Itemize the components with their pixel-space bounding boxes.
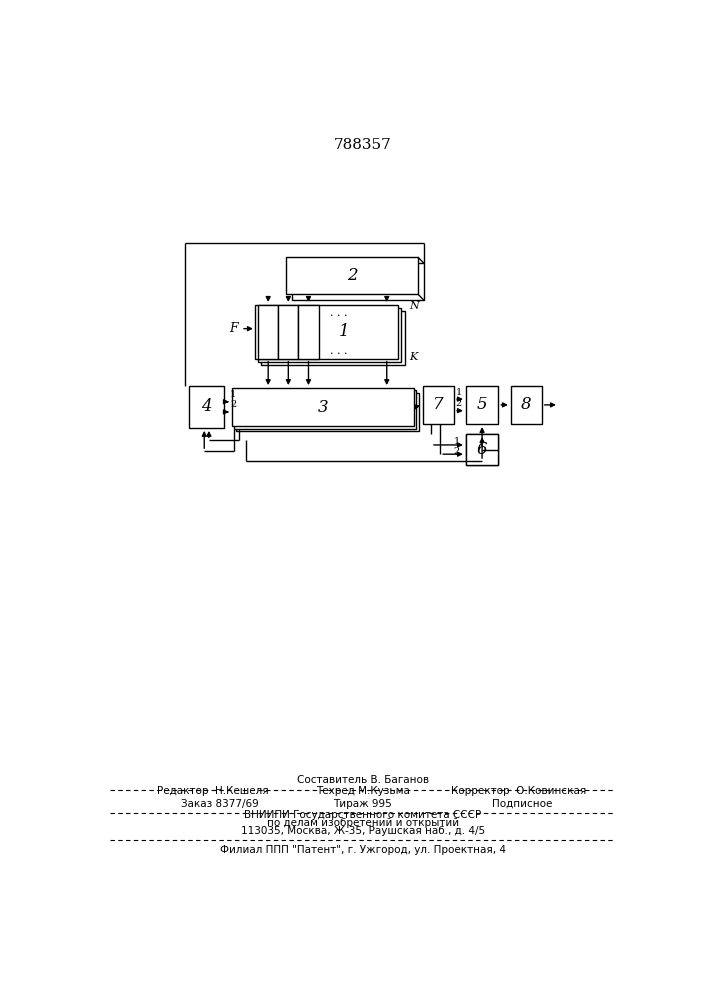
Bar (261, 311, 404, 365)
Bar (258, 305, 279, 359)
Text: K: K (409, 352, 417, 362)
Text: 2: 2 (456, 399, 462, 408)
Text: 2: 2 (230, 400, 236, 409)
Text: . . .: . . . (330, 308, 347, 318)
Bar (258, 308, 402, 362)
Text: Редактор  Н.Кешеля: Редактор Н.Кешеля (156, 786, 268, 796)
Text: . . .: . . . (330, 346, 347, 356)
Text: F: F (229, 322, 238, 335)
Bar (466, 434, 498, 465)
Text: Тираж 995: Тираж 995 (333, 799, 392, 809)
Bar (236, 393, 419, 431)
Bar (189, 386, 224, 428)
Text: по делам изобретений и открытий: по делам изобретений и открытий (267, 818, 459, 828)
Text: 8: 8 (521, 396, 532, 413)
Text: 788357: 788357 (334, 138, 392, 152)
Text: Составитель В. Баганов: Составитель В. Баганов (297, 775, 428, 785)
Text: 5: 5 (477, 396, 487, 413)
Text: ВНИИПИ Государственного комитета СССР: ВНИИПИ Государственного комитета СССР (244, 810, 481, 820)
Text: Корректор  О.Ковинская: Корректор О.Ковинская (451, 786, 586, 796)
Text: 1: 1 (230, 390, 236, 399)
Text: 113035, Москва, Ж-35, Раушская наб., д. 4/5: 113035, Москва, Ж-35, Раушская наб., д. … (240, 826, 485, 836)
Text: 4: 4 (201, 398, 212, 415)
Text: 6: 6 (477, 441, 487, 458)
Text: Филиал ППП "Патент", г. Ужгород, ул. Проектная, 4: Филиал ППП "Патент", г. Ужгород, ул. Про… (220, 845, 506, 855)
Text: 2: 2 (453, 447, 460, 456)
Text: Подписное: Подписное (492, 799, 553, 809)
Bar (234, 390, 416, 429)
Bar (255, 305, 398, 359)
Text: 7: 7 (433, 396, 444, 413)
Text: 1: 1 (453, 437, 460, 446)
Bar (298, 305, 319, 359)
Text: 3: 3 (317, 399, 328, 416)
Bar (466, 386, 498, 424)
Bar (423, 386, 454, 424)
Bar (466, 434, 498, 465)
Bar (279, 305, 298, 359)
Text: Техред М.Кузьма: Техред М.Кузьма (316, 786, 409, 796)
Text: 2: 2 (346, 267, 357, 284)
Bar (232, 388, 414, 426)
Text: N: N (409, 301, 419, 311)
Bar (286, 257, 418, 294)
Text: 1: 1 (456, 388, 462, 397)
Text: Заказ 8377/69: Заказ 8377/69 (182, 799, 259, 809)
Bar (510, 386, 542, 424)
Bar (292, 263, 424, 300)
Text: 1: 1 (339, 323, 349, 340)
